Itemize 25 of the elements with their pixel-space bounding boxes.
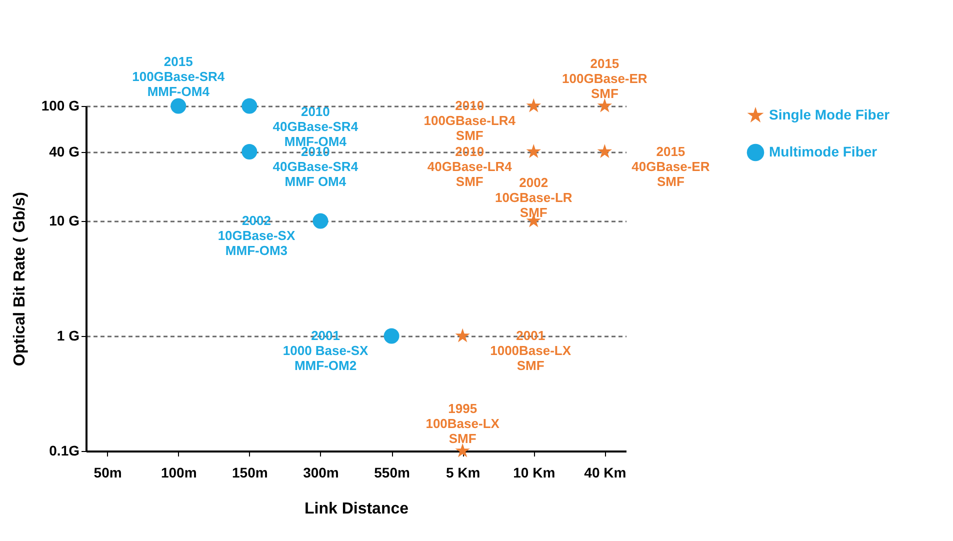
annotation: 2001 1000 Base-SX MMF-OM2 [282,328,368,373]
annotation: 2015 100GBase-SR4 MMF-OM4 [132,54,226,99]
y-tick-label: 100 G [41,98,80,114]
y-tick-label: 1 G [56,328,80,344]
y-tick-label: 40 G [49,143,80,160]
annotation: 2010 100GBase-LR4 SMF [424,98,516,143]
annotation: 2015 40GBase-ER SMF [632,144,710,189]
x-tick-label: 5 Km [446,464,480,480]
annotation: 2001 1000Base-LX SMF [490,328,572,373]
x-tick-label: 300m [303,464,339,480]
x-tick-label: 100m [160,464,197,480]
y-tick-label: 0.1G [49,442,80,458]
x-tick-label: 550m [374,464,410,480]
annotation: 1995 100Base-LX SMF [426,401,500,446]
y-axis-title: Optical Bit Rate ( Gb/s) [11,192,28,366]
y-tick-label: 10 G [49,212,80,228]
x-tick-label: 150m [232,464,268,480]
x-tick-label: 10 Km [513,464,556,480]
annotation: 2015 100GBase-ER SMF [562,56,648,101]
annotation: 2002 10GBase-SX MMF-OM3 [218,213,296,258]
x-axis-title: Link Distance [304,500,409,518]
x-tick-label: 50m [94,464,122,480]
legend-label: Single Mode Fiber [769,106,890,122]
x-tick-label: 40 Km [584,464,626,480]
legend-label: Multimode Fiber [769,144,878,160]
